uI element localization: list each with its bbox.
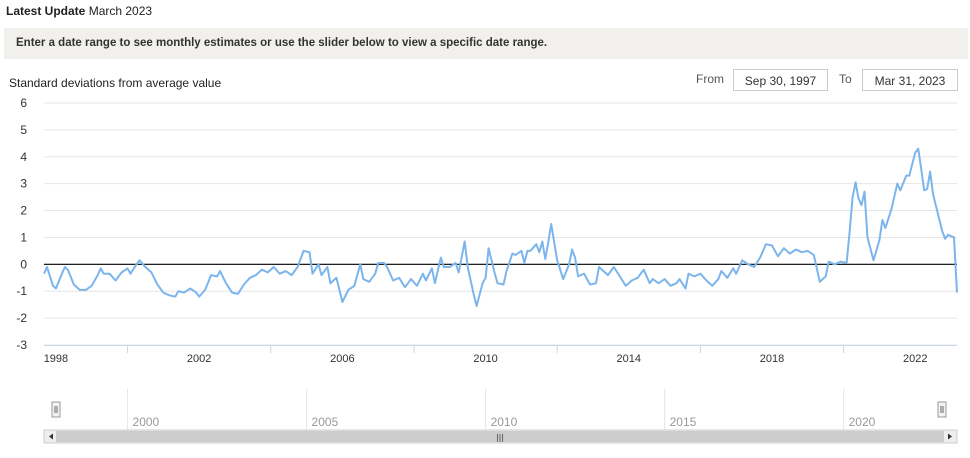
y-tick-label: 2 — [20, 204, 27, 218]
y-tick-label: -1 — [16, 284, 27, 298]
latest-update-label: Latest Update — [6, 4, 86, 18]
navigator-background — [44, 389, 957, 430]
x-tick-labels: 1998 2002 2006 2010 2014 2018 2022 — [44, 345, 927, 365]
y-tick-label: 0 — [20, 257, 27, 271]
navigator-label: 2020 — [849, 415, 876, 429]
navigator-right-handle[interactable] — [937, 401, 947, 418]
y-axis-title: Standard deviations from average value — [9, 76, 222, 90]
to-label: To — [839, 72, 852, 86]
y-tick-label: 1 — [20, 230, 27, 244]
latest-update: Latest Update March 2023 — [6, 4, 152, 18]
navigator-labels: 2000 2005 2010 2015 2020 — [127, 389, 876, 430]
to-date-input[interactable]: Mar 31, 2023 — [862, 69, 958, 91]
x-tick-label: 2006 — [330, 353, 354, 365]
scroll-left-arrow-icon[interactable] — [49, 433, 53, 440]
series-layer — [43, 147, 958, 307]
navigator-left-handle[interactable] — [51, 401, 61, 418]
y-tick-label: -3 — [16, 338, 27, 352]
x-tick-label: 1998 — [44, 353, 68, 365]
y-tick-labels: 6 5 4 3 2 1 0 -1 -2 -3 — [16, 96, 27, 352]
y-tick-label: 3 — [20, 177, 27, 191]
x-tick-label: 2002 — [187, 353, 211, 365]
x-tick-label: 2010 — [473, 353, 497, 365]
navigator-label: 2015 — [670, 415, 697, 429]
scrollbar[interactable]: ||| — [43, 429, 958, 444]
y-tick-label: 4 — [20, 150, 27, 164]
x-tick-label: 2018 — [760, 353, 784, 365]
navigator-label: 2005 — [312, 415, 339, 429]
latest-update-value: March 2023 — [88, 4, 153, 18]
instructions-banner: Enter a date range to see monthly estima… — [4, 28, 968, 59]
navigator-label: 2000 — [133, 415, 160, 429]
y-tick-label: 5 — [20, 123, 27, 137]
range-navigator[interactable]: 2000 2005 2010 2015 2020 — [44, 389, 957, 430]
y-tick-label: 6 — [20, 96, 27, 110]
grid-lines — [44, 102, 957, 346]
from-date-input[interactable]: Sep 30, 1997 — [733, 69, 828, 91]
series-line — [43, 147, 958, 307]
from-label: From — [696, 72, 724, 86]
scroll-right-arrow-icon[interactable] — [948, 433, 952, 440]
scrollbar-thumb[interactable] — [56, 431, 944, 442]
x-tick-label: 2022 — [903, 353, 927, 365]
y-tick-label: -2 — [16, 311, 27, 325]
navigator-label: 2010 — [491, 415, 518, 429]
scrollbar-grip-icon: ||| — [496, 433, 504, 442]
x-tick-label: 2014 — [617, 353, 641, 365]
